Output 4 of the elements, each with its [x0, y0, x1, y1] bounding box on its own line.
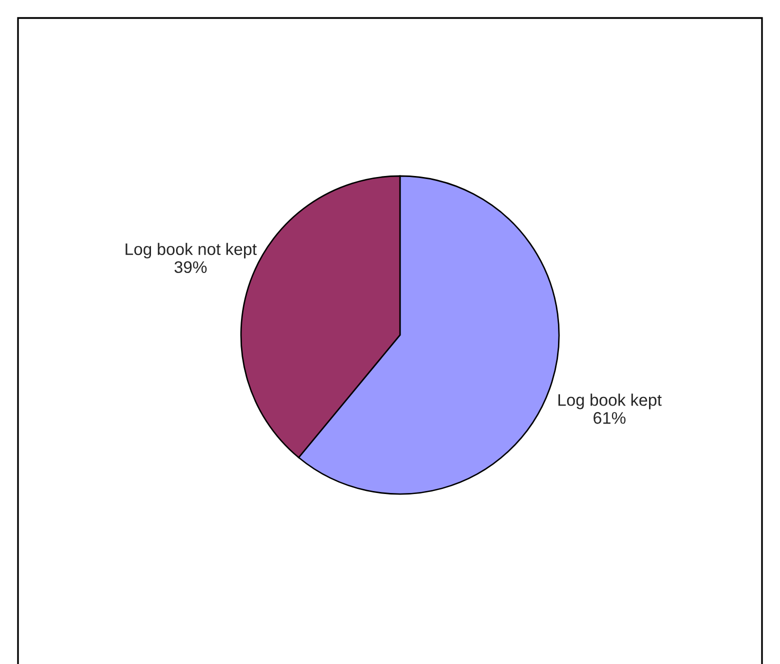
- data-label: 39%: [174, 261, 207, 274]
- data-label: 61%: [594, 412, 626, 424]
- slice-label: Log book kept: [558, 394, 662, 410]
- slice-label: Log book not kept: [126, 242, 257, 258]
